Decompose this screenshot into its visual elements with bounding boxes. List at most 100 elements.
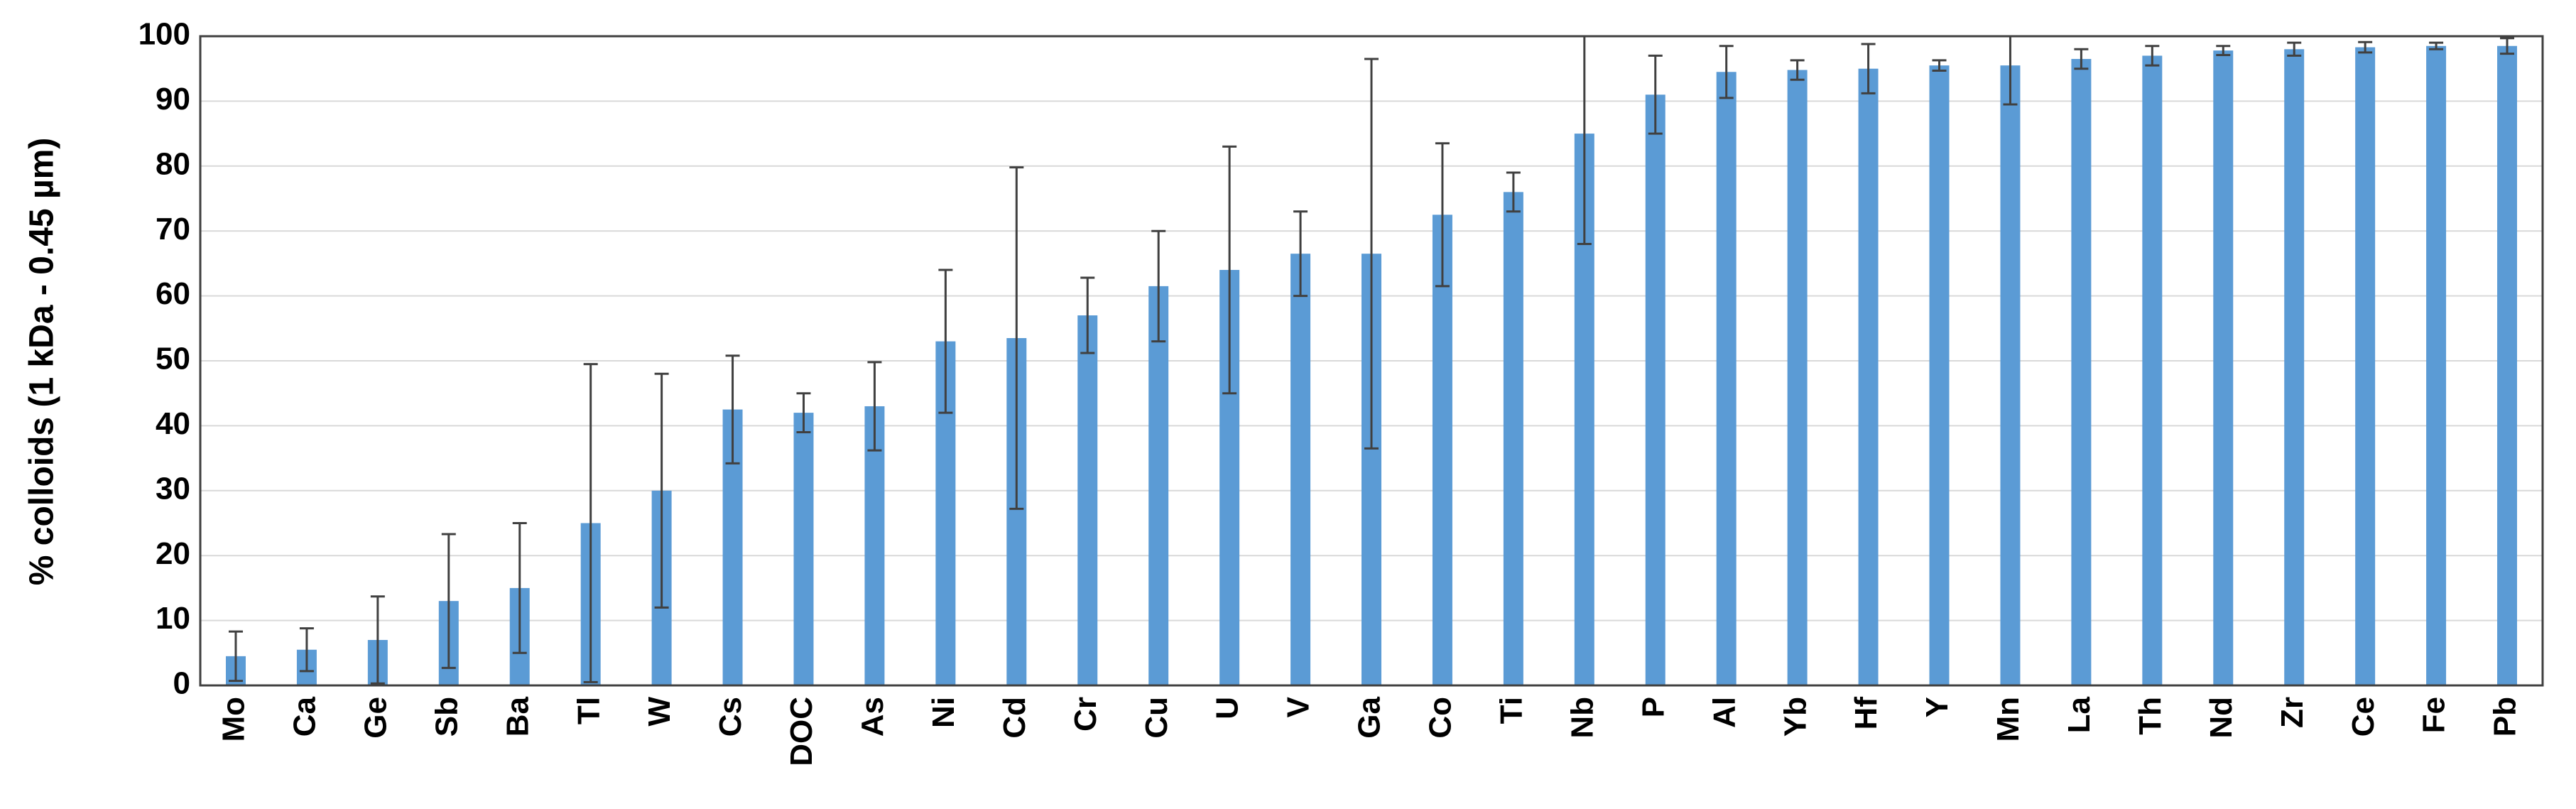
bar — [2000, 65, 2021, 685]
x-tick-label: P — [1636, 697, 1670, 717]
bar — [2497, 45, 2518, 685]
error-bar — [1364, 58, 1379, 450]
error-bar — [796, 392, 811, 434]
error-bar — [2287, 41, 2302, 57]
y-tick-label: 50 — [156, 342, 190, 376]
x-tick-label: Th — [2133, 697, 2168, 735]
y-tick-label: 0 — [173, 666, 190, 701]
error-bar — [2074, 48, 2089, 70]
x-tick-label: Ti — [1494, 697, 1529, 724]
x-tick-label: Mn — [1991, 697, 2026, 742]
error-bar — [2003, 36, 2018, 106]
x-tick-label: Ce — [2346, 697, 2381, 737]
x-tick-label: Nd — [2204, 697, 2239, 739]
y-tick-label: 30 — [156, 471, 190, 506]
x-tick-label: V — [1281, 696, 1316, 717]
x-tick-label: Yb — [1778, 697, 1813, 737]
bar — [1432, 215, 1452, 685]
bar — [1787, 70, 1808, 685]
error-bar — [1719, 45, 1734, 99]
error-bar — [1790, 59, 1805, 81]
y-tick-label: 100 — [138, 17, 190, 52]
error-bar — [2429, 41, 2444, 50]
error-bar — [1506, 171, 1521, 213]
plot-area — [225, 36, 2518, 685]
bar — [1645, 94, 1665, 685]
x-tick-label: La — [2062, 696, 2097, 733]
x-tick-label: W — [642, 697, 677, 727]
error-bar — [1435, 142, 1450, 288]
bar — [2071, 58, 2092, 685]
bar — [864, 406, 885, 685]
bar — [1077, 315, 1098, 685]
bar — [1858, 68, 1879, 685]
error-bar — [1648, 54, 1663, 135]
error-bar — [1009, 166, 1024, 510]
error-bar — [1151, 229, 1166, 343]
error-bar — [2216, 45, 2231, 57]
bar — [2426, 45, 2447, 685]
error-bar — [1293, 210, 1308, 298]
y-tick-label: 80 — [156, 146, 190, 181]
x-tick-label: Al — [1707, 697, 1741, 728]
y-tick-label: 20 — [156, 536, 190, 571]
bar — [1503, 192, 1523, 685]
error-bar — [441, 533, 456, 669]
error-bar — [370, 595, 385, 685]
error-bar — [2358, 40, 2373, 54]
error-bar — [2500, 37, 2515, 55]
error-bar — [1222, 145, 1237, 395]
x-tick-label: Mo — [217, 697, 251, 742]
y-tick-label: 70 — [156, 212, 190, 246]
bar — [2284, 49, 2305, 685]
x-tick-label: Co — [1423, 697, 1458, 739]
bar — [1929, 65, 1950, 685]
bar — [2142, 55, 2163, 685]
x-tick-label: DOC — [784, 697, 819, 766]
error-bar — [1080, 276, 1095, 354]
x-tick-label: Pb — [2488, 697, 2523, 737]
x-tick-label: Ca — [288, 696, 322, 737]
y-tick-label: 90 — [156, 82, 190, 116]
error-bar — [725, 354, 740, 465]
x-tick-label: Nb — [1565, 697, 1599, 739]
plot-border — [199, 35, 2544, 687]
x-tick-label: Hf — [1849, 697, 1884, 730]
x-tick-label: Fe — [2417, 697, 2452, 733]
y-tick-label: 60 — [156, 276, 190, 311]
bar — [1290, 254, 1311, 685]
y-axis-title: % colloids (1 kDa - 0.45 µm) — [23, 138, 61, 586]
x-tick-label: Y — [1920, 697, 1955, 717]
x-tick-label: Cr — [1068, 697, 1103, 732]
x-tick-label: As — [855, 697, 890, 737]
x-tick-label: Ba — [500, 696, 535, 737]
y-tick-label: 40 — [156, 406, 190, 441]
error-bar — [1932, 59, 1947, 72]
bar — [2213, 50, 2234, 685]
error-bar — [1861, 43, 1876, 94]
x-tick-label: Cs — [713, 697, 748, 737]
error-bar — [583, 363, 598, 683]
error-bar — [228, 630, 243, 683]
bar — [2355, 47, 2376, 685]
y-tick-label: 10 — [156, 601, 190, 636]
x-tick-label: Ni — [926, 697, 961, 728]
error-bar — [299, 627, 314, 673]
bar — [1716, 72, 1737, 685]
bar — [793, 413, 814, 685]
x-tick-label: Cd — [997, 697, 1032, 739]
x-tick-label: Ge — [358, 697, 393, 739]
x-tick-label: Tl — [571, 697, 606, 724]
x-tick-label: Zr — [2275, 697, 2310, 728]
x-tick-label: Sb — [429, 697, 464, 737]
x-tick-label: Cu — [1139, 697, 1174, 739]
x-tick-label: Ga — [1352, 696, 1387, 738]
error-bar — [512, 522, 527, 654]
error-bar — [938, 268, 953, 414]
error-bar — [2145, 45, 2160, 67]
error-bar — [867, 361, 882, 452]
error-bar — [1577, 36, 1592, 245]
bar — [1148, 286, 1169, 685]
error-bar — [654, 372, 669, 609]
